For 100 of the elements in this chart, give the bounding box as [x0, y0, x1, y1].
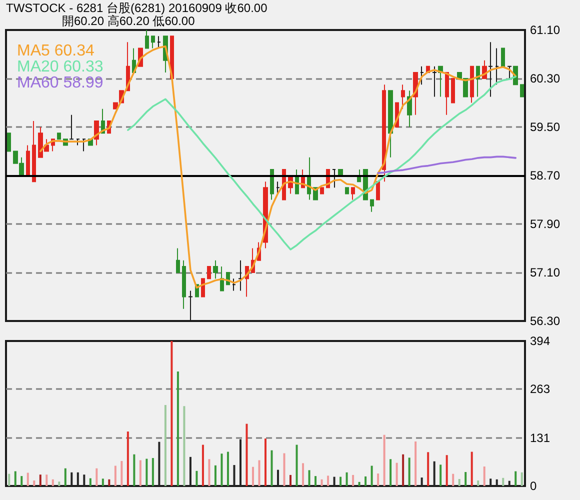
line-series [127, 76, 517, 250]
candlestick [520, 84, 524, 98]
y-tick-label: 263 [530, 382, 550, 396]
text: MA60 58.99 [17, 74, 104, 92]
candlestick [76, 138, 80, 146]
candlestick [495, 48, 499, 86]
line-series [377, 156, 517, 174]
bar [352, 474, 354, 486]
candlestick [388, 90, 393, 158]
bar [346, 472, 348, 486]
bar [458, 479, 460, 486]
candlestick [320, 187, 324, 194]
y-tick-label: 61.10 [530, 23, 560, 37]
bar [226, 452, 229, 486]
bar [308, 470, 310, 486]
bar [283, 453, 286, 486]
bar [383, 434, 386, 486]
bar [89, 478, 92, 486]
bar [414, 441, 417, 486]
bar [320, 479, 323, 486]
y-tick-label: 58.70 [530, 168, 560, 182]
bar [8, 474, 10, 486]
y-tick-label: 56.30 [530, 314, 560, 328]
bar [340, 476, 342, 486]
candlestick [151, 36, 155, 49]
candlestick [488, 42, 493, 98]
bar [108, 479, 110, 486]
bar [477, 480, 480, 486]
candlestick [176, 248, 180, 273]
candlestick [432, 66, 437, 98]
bar [214, 465, 216, 486]
chart-title: TWSTOCK - 6281 台股(6281) 20160909 收60.00 [6, 1, 268, 15]
bar [20, 476, 23, 486]
bar [396, 462, 398, 486]
candlestick [470, 66, 474, 104]
bar [327, 476, 330, 486]
bar [470, 452, 473, 486]
bar [58, 482, 60, 486]
candlestick [145, 30, 149, 49]
candlestick [157, 36, 161, 49]
candlestick [501, 48, 505, 67]
bar [290, 474, 292, 486]
bar [408, 458, 410, 486]
bar [202, 444, 204, 486]
bar [270, 450, 273, 486]
candlestick [213, 260, 218, 280]
bar [358, 482, 360, 486]
candlestick [207, 266, 211, 280]
bar [514, 471, 517, 486]
bar [39, 474, 42, 486]
bar [402, 454, 404, 486]
bar [464, 472, 467, 486]
bar [120, 460, 123, 486]
bar [220, 454, 223, 486]
candlestick [351, 187, 355, 200]
y-tick-label: 60.30 [530, 72, 560, 86]
bar [114, 466, 116, 486]
bar [427, 452, 430, 486]
bar [170, 341, 173, 486]
bar [133, 454, 136, 486]
bar [176, 372, 179, 486]
bar [52, 479, 54, 486]
y-tick-label: 57.90 [530, 217, 560, 231]
bar [520, 472, 523, 486]
candlestick [26, 144, 30, 176]
chart-subtitle: 開60.20 高60.20 低60.00 [62, 14, 196, 28]
candlestick [382, 84, 386, 182]
bar [302, 463, 304, 486]
candlestick [420, 66, 424, 86]
candlestick [69, 114, 74, 140]
bar [264, 438, 266, 486]
candlestick [401, 84, 405, 110]
bar [483, 466, 486, 486]
bar [64, 468, 66, 486]
candlestick [238, 260, 243, 292]
y-tick-label: 59.50 [530, 120, 560, 134]
candlestick [57, 132, 61, 140]
candlestick [32, 120, 36, 182]
candlestick [445, 72, 449, 116]
y-tick-label: 0 [530, 479, 537, 493]
candlestick [370, 199, 374, 212]
bar [296, 444, 298, 486]
bar [377, 473, 380, 486]
candlestick [507, 66, 512, 79]
bar [440, 464, 442, 486]
bar [102, 478, 104, 486]
text: MA5 60.34 [17, 42, 94, 60]
bar [33, 480, 36, 486]
bar [364, 476, 367, 486]
bar [152, 458, 154, 486]
candlestick [82, 138, 86, 152]
bar [164, 405, 166, 486]
bar [183, 406, 186, 486]
candlestick [270, 168, 274, 200]
bar [26, 472, 29, 486]
bar [370, 466, 373, 486]
candlestick [182, 260, 186, 310]
bar [126, 432, 129, 486]
bar [258, 460, 260, 486]
candlestick [345, 187, 349, 194]
